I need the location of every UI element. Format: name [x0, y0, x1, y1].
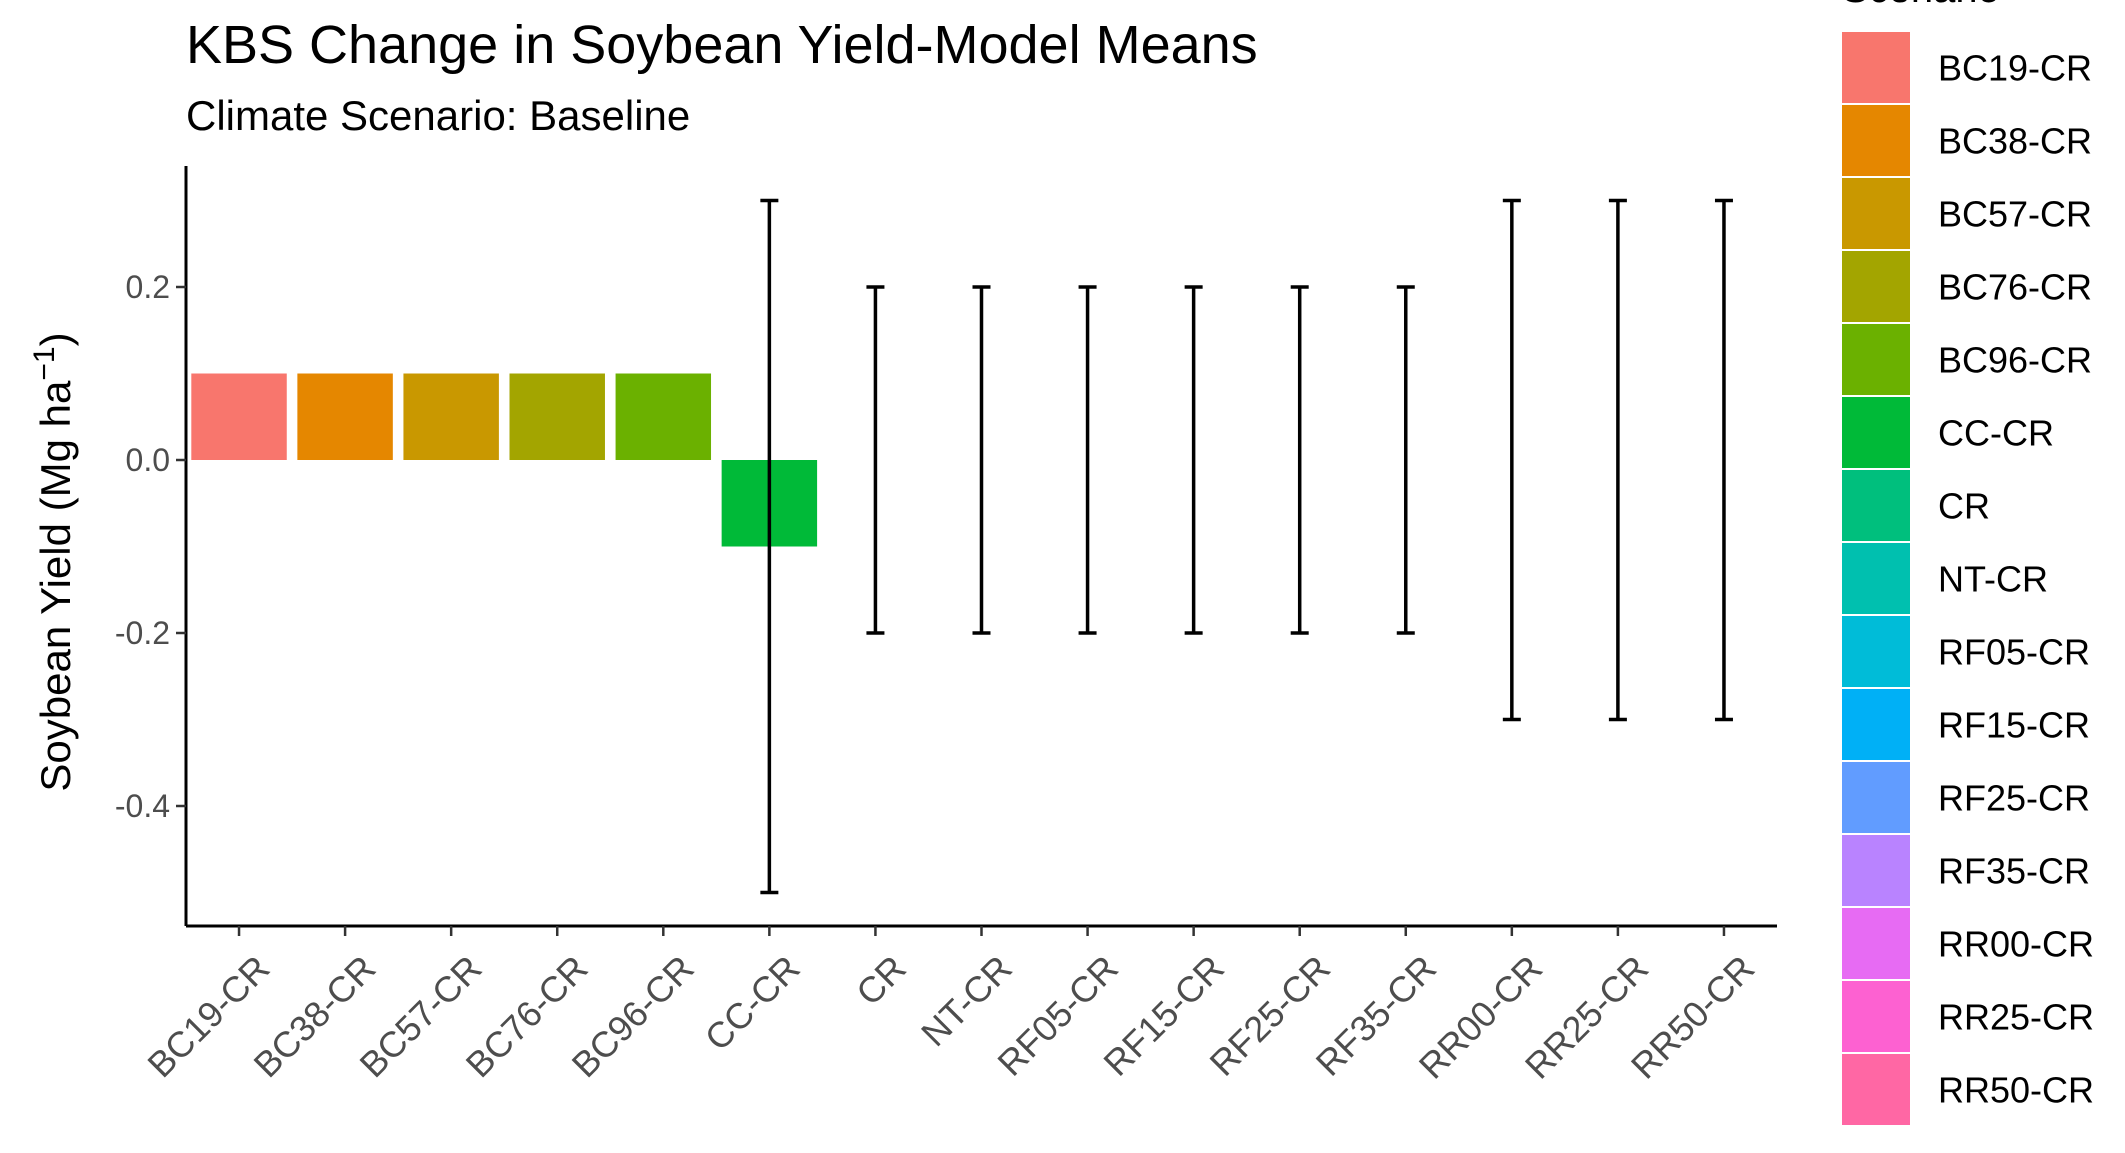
legend-key-nt-cr: [1842, 543, 1910, 614]
legend-key-bc38-cr: [1842, 105, 1910, 176]
legend-key-bc96-cr: [1842, 324, 1910, 395]
axes-layer: 0.20.0-0.2-0.4BC19-CRBC38-CRBC57-CRBC76-…: [115, 166, 1777, 1087]
error-bar-rr50-cr: [1714, 198, 1733, 722]
legend-title: Scenario: [1842, 0, 2000, 11]
legend-label-bc76-cr: BC76-CR: [1938, 267, 2092, 308]
legend-key-bc19-cr: [1842, 32, 1910, 103]
legend-label-rr50-cr: RR50-CR: [1938, 1070, 2094, 1111]
legend-label-rf35-cr: RF35-CR: [1938, 851, 2090, 892]
error-bar-rf25-cr: [1290, 285, 1309, 635]
legend-label-rr25-cr: RR25-CR: [1938, 997, 2094, 1038]
legend-label-rf05-cr: RF05-CR: [1938, 632, 2090, 673]
legend-key-rf35-cr: [1842, 835, 1910, 906]
legend-label-rf15-cr: RF15-CR: [1938, 705, 2090, 746]
legend-label-rr00-cr: RR00-CR: [1938, 924, 2094, 965]
bar-bc76-cr: [509, 373, 605, 460]
legend-label-bc96-cr: BC96-CR: [1938, 340, 2092, 381]
bar-bc57-cr: [403, 373, 499, 460]
error-bar-rr00-cr: [1502, 198, 1521, 722]
bar-bc38-cr: [297, 373, 393, 460]
y-tick-label: 0.2: [126, 269, 170, 305]
legend-key-rr00-cr: [1842, 908, 1910, 979]
y-axis-label-superscript: −1: [28, 346, 61, 380]
legend-label-cr: CR: [1938, 486, 1990, 527]
legend-label-bc57-cr: BC57-CR: [1938, 194, 2092, 235]
legend-label-nt-cr: NT-CR: [1938, 559, 2048, 600]
y-tick-label: -0.4: [115, 788, 170, 824]
error-bar-rf15-cr: [1184, 285, 1203, 635]
legend-label-cc-cr: CC-CR: [1938, 413, 2054, 454]
y-axis-label-main: Soybean Yield (Mg ha: [32, 380, 79, 792]
legend-key-bc76-cr: [1842, 251, 1910, 322]
x-tick-label: CC-CR: [697, 947, 808, 1058]
legend-label-bc38-cr: BC38-CR: [1938, 121, 2092, 162]
y-tick-label: -0.2: [115, 615, 170, 651]
legend-key-rf05-cr: [1842, 616, 1910, 687]
y-tick-label: 0.0: [126, 442, 170, 478]
error-bar-cc-cr: [760, 198, 779, 895]
error-bar-nt-cr: [972, 285, 991, 635]
legend-key-rr50-cr: [1842, 1054, 1910, 1125]
error-bar-rf35-cr: [1396, 285, 1415, 635]
chart-title: KBS Change in Soybean Yield-Model Means: [186, 15, 1258, 75]
legend-label-bc19-cr: BC19-CR: [1938, 48, 2092, 89]
legend-key-rf25-cr: [1842, 762, 1910, 833]
chart-subtitle: Climate Scenario: Baseline: [186, 92, 690, 139]
x-tick-label: NT-CR: [913, 947, 1020, 1054]
legend-key-rr25-cr: [1842, 981, 1910, 1052]
bar-bc96-cr: [615, 373, 712, 460]
error-bar-cr: [866, 285, 885, 635]
error-bars-layer: [760, 198, 1733, 895]
x-tick-label: CR: [848, 947, 914, 1013]
legend-key-bc57-cr: [1842, 178, 1910, 249]
bars-layer: [191, 373, 818, 547]
bar-bc19-cr: [191, 373, 287, 460]
error-bar-rr25-cr: [1608, 198, 1627, 722]
legend-label-rf25-cr: RF25-CR: [1938, 778, 2090, 819]
error-bar-rf05-cr: [1078, 285, 1097, 635]
y-axis-label-close: ): [32, 332, 79, 346]
legend-key-cr: [1842, 470, 1910, 541]
legend: Scenario BC19-CR BC38-CR BC57-CR BC76-CR BC96…: [1842, 0, 2094, 1125]
legend-key-rf15-cr: [1842, 689, 1910, 760]
y-axis-label: Soybean Yield (Mg ha−1): [28, 332, 80, 791]
legend-key-cc-cr: [1842, 397, 1910, 468]
